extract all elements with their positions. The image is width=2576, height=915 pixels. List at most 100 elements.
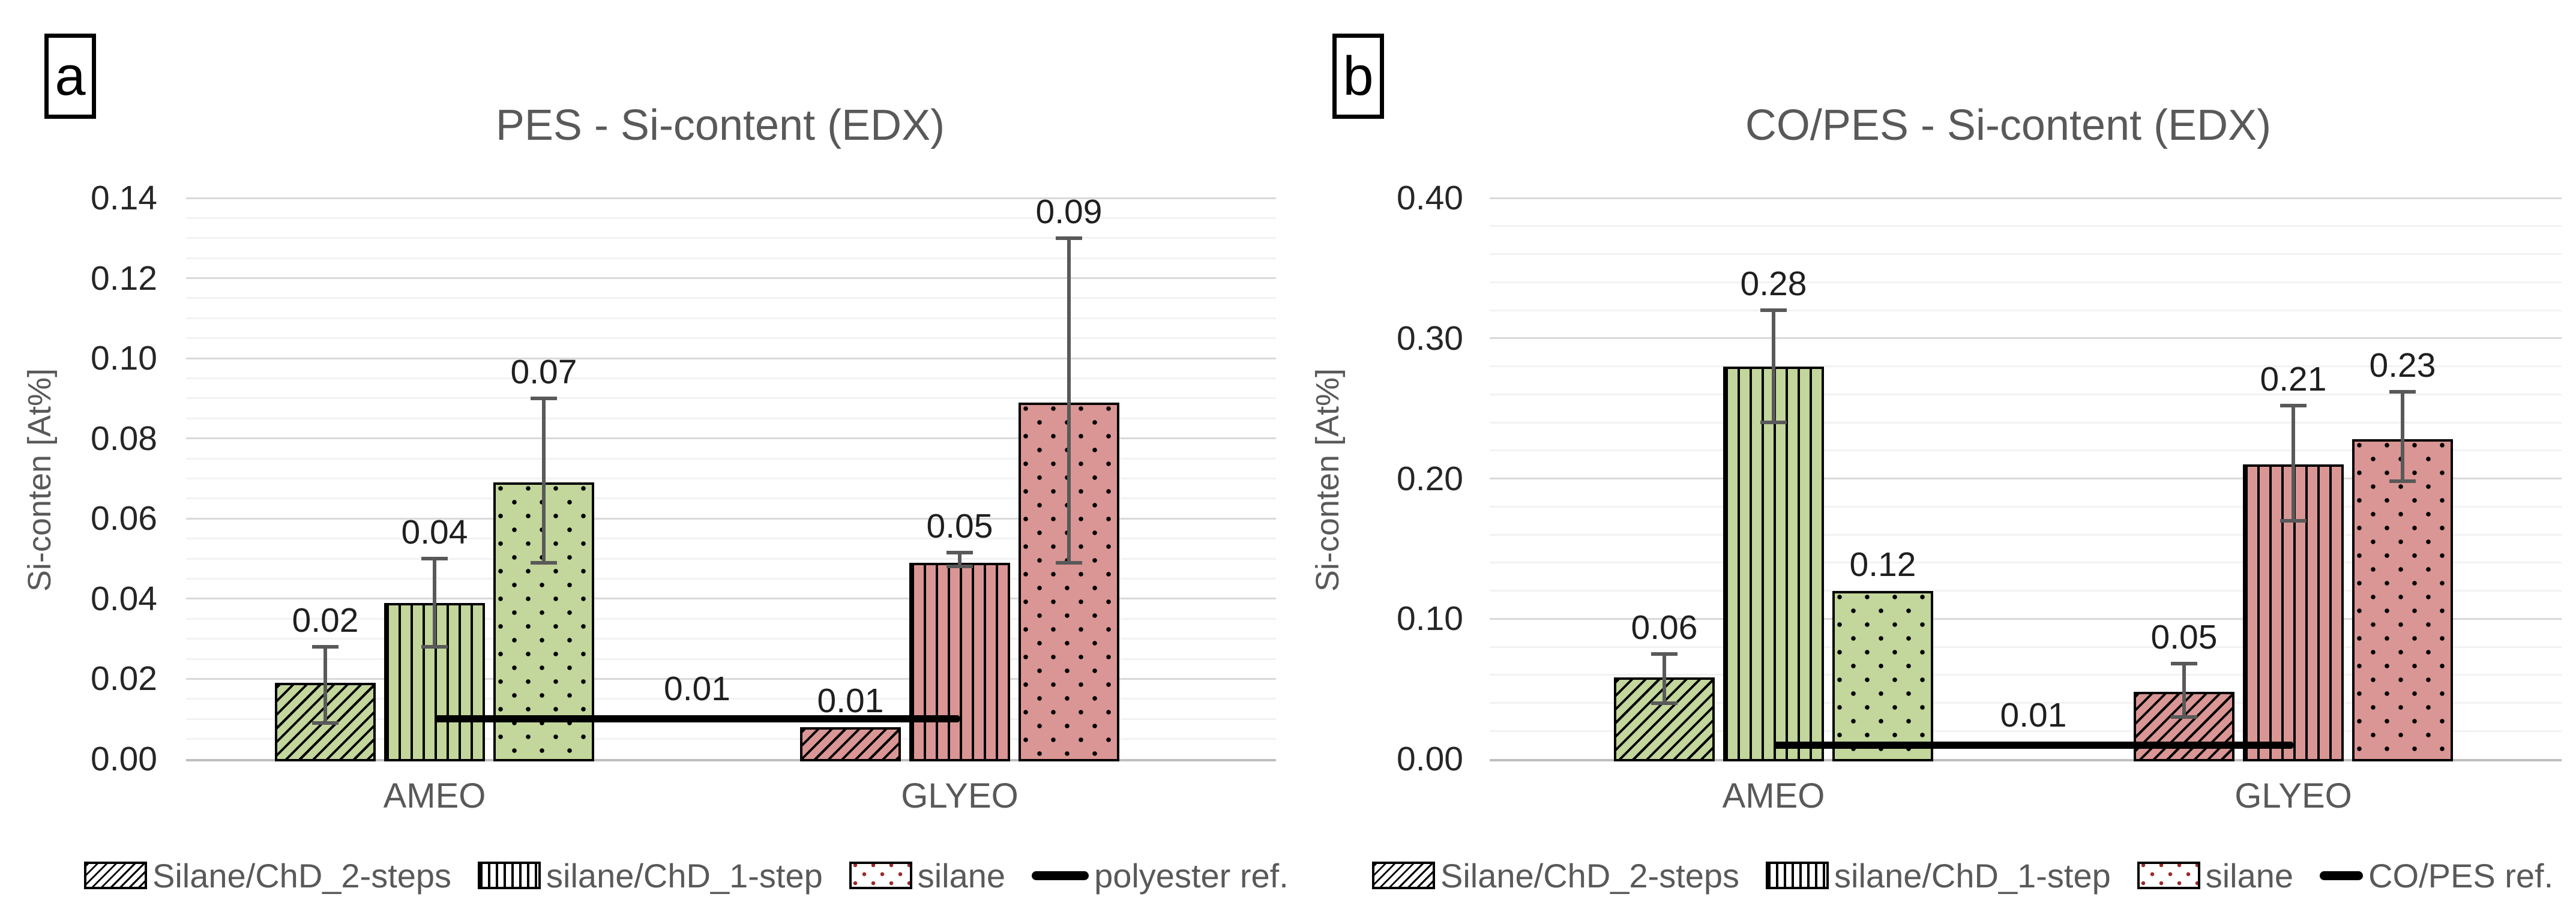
gridline <box>186 277 1276 280</box>
data-label: 0.05 <box>926 507 993 546</box>
category-label: GLYEO <box>2234 776 2352 815</box>
panel-label-box-b: b <box>1332 34 1384 119</box>
legend-label: silane/ChD_1-step <box>1834 856 2111 895</box>
gridline <box>186 297 1276 299</box>
error-bar-cap <box>312 645 339 649</box>
data-label: 0.09 <box>1035 192 1103 231</box>
gridline <box>186 497 1276 500</box>
bar-dots <box>2352 439 2453 761</box>
error-bar-cap <box>531 396 557 400</box>
panel-label-box-a: a <box>44 34 96 119</box>
category-label: AMEO <box>383 776 486 815</box>
gridline <box>1490 533 2562 536</box>
gridline <box>186 237 1276 239</box>
error-bar-cap <box>1760 308 1787 312</box>
gridline <box>186 658 1276 660</box>
legend-item-2steps: Silane/ChD_2-steps <box>1372 856 1739 895</box>
reference-line <box>435 715 960 723</box>
error-bar-cap <box>531 560 557 565</box>
error-bar-cap <box>2171 715 2197 719</box>
gridline <box>186 437 1276 440</box>
gridline <box>1490 505 2562 508</box>
error-bar-cap <box>1651 701 1678 705</box>
error-bar-cap <box>946 565 973 569</box>
y-tick-label: 0.14 <box>91 179 157 217</box>
error-bar <box>433 559 436 647</box>
diagonal-hatch-swatch-icon <box>1372 862 1435 889</box>
error-bar <box>2401 391 2404 482</box>
legend-item-1step: silane/ChD_1-step <box>1766 856 2111 895</box>
gridline <box>186 317 1276 319</box>
vertical-lines-swatch-icon <box>1766 862 1829 889</box>
gridline <box>186 577 1276 580</box>
error-bar-cap <box>1651 652 1678 656</box>
error-bar-cap <box>421 645 448 649</box>
error-bar-cap <box>946 551 973 555</box>
gridline <box>186 598 1276 600</box>
gridline <box>186 557 1276 560</box>
panel-label-b: b <box>1343 45 1374 107</box>
error-bar-cap <box>421 557 448 561</box>
error-bar <box>2182 664 2186 717</box>
gridline <box>1490 365 2562 367</box>
gridline <box>186 617 1276 620</box>
legend-label: silane <box>917 856 1006 895</box>
legend-label: silane/ChD_1-step <box>546 856 823 895</box>
gridline <box>186 517 1276 520</box>
gridline <box>1490 197 2562 199</box>
gridline <box>186 457 1276 460</box>
legend-item-silane: silane <box>849 856 1005 895</box>
gridline <box>1490 253 2562 255</box>
y-tick-label: 0.30 <box>1397 319 1463 358</box>
legend-label: Silane/ChD_2-steps <box>1440 856 1740 895</box>
chart-title-pes: PES - Si-content (EDX) <box>495 101 945 149</box>
y-tick-label: 0.12 <box>91 259 157 298</box>
error-bar <box>2292 405 2295 521</box>
reference-line-label: 0.01 <box>2000 695 2067 734</box>
gridline <box>186 397 1276 400</box>
error-bar-cap <box>1760 421 1787 424</box>
data-label: 0.28 <box>1740 265 1807 303</box>
legend-item-2steps: Silane/ChD_2-steps <box>84 856 451 895</box>
error-bar-cap <box>1056 560 1082 565</box>
plot-area-copes: 0.00 0.10 0.20 0.30 0.40 AMEO GLYEO 0.06 0.05 0.2… <box>1288 0 2576 915</box>
gridline <box>186 377 1276 380</box>
data-label: 0.12 <box>1849 545 1916 584</box>
gridline <box>1490 590 2562 592</box>
bar-vertical-lines <box>1723 366 1824 761</box>
error-bar-cap <box>2171 662 2197 666</box>
legend-item-ref: polyester ref. <box>1032 856 1289 895</box>
legend-label: polyester ref. <box>1094 856 1289 895</box>
gridline <box>1490 309 2562 311</box>
bar-vertical-lines <box>384 602 485 761</box>
error-bar-cap <box>2280 518 2307 523</box>
gridline <box>186 538 1276 540</box>
y-tick-label: 0.02 <box>91 659 157 698</box>
error-bar <box>1663 653 1666 703</box>
gridline <box>1490 674 2562 676</box>
bar-vertical-lines <box>909 562 1010 761</box>
y-tick-label: 0.40 <box>1397 179 1463 217</box>
bar-diagonal-hatch <box>800 727 901 761</box>
legend-label: Silane/ChD_2-steps <box>152 856 452 895</box>
gridline <box>1490 421 2562 424</box>
legend-item-ref: CO/PES ref. <box>2320 856 2553 895</box>
plot-area-pes: 0.00 0.02 0.04 0.06 0.08 0.10 0.12 0.14 AMEO GLYE… <box>91 179 1276 815</box>
chart-title-copes: CO/PES - Si-content (EDX) <box>1745 101 2272 149</box>
gridline <box>186 478 1276 479</box>
data-label: 0.21 <box>2260 359 2327 398</box>
x-axis-line <box>1490 759 2562 761</box>
dots-swatch-icon <box>849 862 912 889</box>
reference-line <box>1774 741 2293 749</box>
legend-pes: Silane/ChD_2-steps silane/ChD_1-step sil… <box>84 852 1289 899</box>
reference-line-label: 0.01 <box>664 670 730 709</box>
reference-line-swatch-icon <box>1032 871 1089 880</box>
gridline <box>186 217 1276 219</box>
dots-swatch-icon <box>2137 862 2200 889</box>
gridline <box>186 417 1276 419</box>
gridline <box>1490 562 2562 564</box>
category-label: GLYEO <box>901 776 1019 815</box>
bar-dots <box>1832 590 1933 761</box>
data-label: 0.07 <box>510 352 577 391</box>
